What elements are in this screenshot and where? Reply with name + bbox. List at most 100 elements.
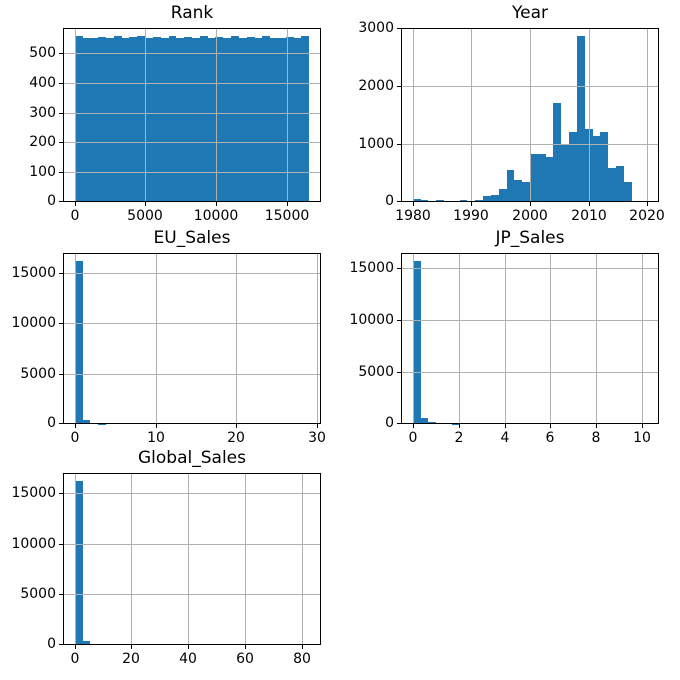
y-tick-label: 200 <box>29 134 56 150</box>
spine-bottom <box>63 423 321 424</box>
histogram-bar <box>98 36 106 202</box>
gridline-vertical <box>413 28 414 202</box>
histogram-bar <box>75 36 83 202</box>
x-tick-mark <box>236 424 237 428</box>
gridline-horizontal <box>401 372 659 373</box>
gridline-horizontal <box>63 594 321 595</box>
x-tick-mark <box>75 645 76 649</box>
y-tick-mark <box>59 544 63 545</box>
x-tick-label: 1980 <box>395 208 431 224</box>
y-tick-label: 10000 <box>349 312 394 328</box>
spine-right <box>320 28 321 202</box>
histogram-bar <box>593 135 600 202</box>
x-tick-label: 2020 <box>629 208 665 224</box>
spine-left <box>401 253 402 424</box>
histogram-jp-sales: JP_Sales 0 2 4 6 8 10 0 5000 10000 15000 <box>349 228 659 446</box>
histogram-bar <box>129 36 137 202</box>
spine-bottom <box>63 201 321 202</box>
gridline-vertical <box>471 28 472 202</box>
spine-bottom <box>63 644 321 645</box>
y-tick-mark <box>397 372 401 373</box>
x-tick-label: 0 <box>408 430 418 446</box>
x-tick-mark <box>596 424 597 428</box>
y-tick-mark <box>397 28 401 29</box>
spine-bottom <box>401 201 659 202</box>
y-tick-mark <box>59 423 63 424</box>
histogram-bar <box>176 37 184 202</box>
gridline-vertical <box>188 473 189 645</box>
x-tick-label: 0 <box>70 651 80 667</box>
spine-left <box>63 473 64 645</box>
gridline-vertical <box>75 473 76 645</box>
histogram-bar <box>499 189 507 202</box>
gridline-vertical <box>236 253 237 424</box>
y-tick-mark <box>59 53 63 54</box>
x-tick-mark <box>156 424 157 428</box>
y-tick-label: 5000 <box>20 366 56 382</box>
x-tick-label: 1990 <box>453 208 489 224</box>
histogram-bar <box>192 38 200 202</box>
gridline-vertical <box>245 473 246 645</box>
y-tick-label: 5000 <box>20 586 56 602</box>
gridline-vertical <box>75 253 76 424</box>
plot-area: 1980 1990 2000 2010 2020 0 1000 2000 3000 <box>358 20 664 224</box>
spine-right <box>658 28 659 202</box>
gridline-horizontal <box>63 83 321 84</box>
gridline-vertical <box>550 253 551 424</box>
gridline-vertical <box>413 253 414 424</box>
histogram-bar <box>428 421 436 424</box>
histogram-bar <box>262 36 270 202</box>
x-tick-label: 20 <box>122 651 140 667</box>
histogram-bar <box>223 37 231 202</box>
histogram-bar <box>538 153 546 202</box>
histogram-bar <box>161 38 169 202</box>
y-tick-label: 100 <box>29 164 56 180</box>
histogram-bar <box>624 181 632 202</box>
x-tick-label: 20 <box>227 430 245 446</box>
histogram-bar <box>522 182 530 202</box>
chart-title: Year <box>512 3 548 23</box>
histogram-bar <box>553 103 561 202</box>
histogram-global-sales: Global_Sales 0 20 40 60 80 0 5000 10000 15000 <box>11 448 321 667</box>
x-tick-mark <box>550 424 551 428</box>
gridline-vertical <box>647 28 648 202</box>
histogram-bar <box>421 418 428 424</box>
y-tick-label: 0 <box>385 193 394 209</box>
y-tick-label: 5000 <box>358 364 394 380</box>
y-tick-mark <box>59 142 63 143</box>
gridline-horizontal <box>401 86 659 87</box>
x-tick-mark <box>75 202 76 206</box>
histogram-bar <box>421 199 428 202</box>
spine-top <box>63 253 321 254</box>
x-tick-label: 6 <box>545 430 555 446</box>
histogram-bar <box>491 195 499 202</box>
y-tick-mark <box>59 493 63 494</box>
y-tick-label: 2000 <box>358 78 394 94</box>
x-tick-label: 2000 <box>512 208 548 224</box>
x-tick-mark <box>505 424 506 428</box>
spine-right <box>320 473 321 645</box>
histogram-bar <box>616 166 624 202</box>
histogram-bar <box>75 481 83 645</box>
x-tick-mark <box>459 424 460 428</box>
histogram-bar <box>270 37 278 202</box>
y-tick-label: 400 <box>29 75 56 91</box>
y-tick-label: 15000 <box>11 265 56 281</box>
x-tick-label: 30 <box>308 430 326 446</box>
y-tick-mark <box>59 83 63 84</box>
y-tick-mark <box>397 423 401 424</box>
chart-title: JP_Sales <box>495 228 565 248</box>
y-tick-mark <box>59 594 63 595</box>
spine-top <box>63 473 321 474</box>
plot-area: 0 2 4 6 8 10 0 5000 10000 15000 <box>349 253 659 446</box>
x-tick-mark <box>317 424 318 428</box>
histogram-bar <box>90 38 98 202</box>
histogram-bar <box>514 180 522 202</box>
x-tick-label: 10 <box>147 430 165 446</box>
y-tick-mark <box>397 201 401 202</box>
histogram-bar <box>83 640 90 645</box>
gridline-vertical <box>302 473 303 645</box>
histogram-bar <box>600 132 608 202</box>
y-tick-mark <box>59 323 63 324</box>
histogram-bar <box>507 170 514 202</box>
